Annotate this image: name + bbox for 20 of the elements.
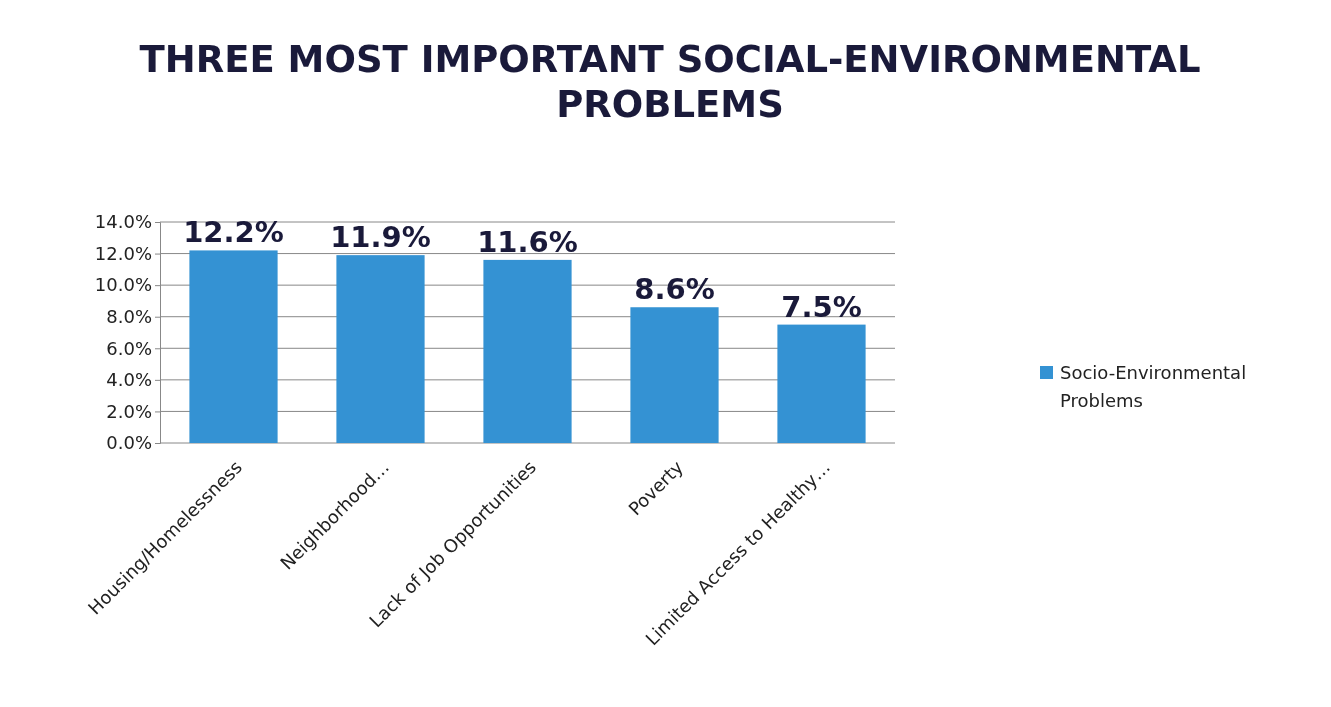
y-tick-label: 6.0% — [106, 337, 152, 359]
bar — [189, 250, 278, 443]
y-tick-label: 0.0% — [106, 432, 152, 454]
data-label: 11.9% — [330, 220, 431, 255]
y-tick-label: 2.0% — [106, 400, 152, 422]
data-label: 8.6% — [634, 272, 715, 307]
y-tick-label: 12.0% — [94, 242, 152, 264]
data-label: 11.6% — [477, 224, 578, 259]
bar — [483, 259, 572, 443]
bar — [336, 255, 425, 443]
data-label: 7.5% — [781, 289, 862, 324]
data-label: 12.2% — [183, 215, 284, 250]
bar — [630, 307, 719, 443]
y-tick-label: 8.0% — [106, 305, 152, 327]
legend-label: Socio-Environmental Problems — [1060, 362, 1247, 411]
y-tick-label: 10.0% — [94, 274, 152, 296]
y-tick-label: 14.0% — [94, 211, 152, 233]
y-tick-label: 4.0% — [106, 369, 152, 391]
chart-title: THREE MOST IMPORTANT SOCIAL-ENVIRONMENTAL PROBLEMS — [139, 38, 1201, 126]
bar — [777, 324, 866, 443]
